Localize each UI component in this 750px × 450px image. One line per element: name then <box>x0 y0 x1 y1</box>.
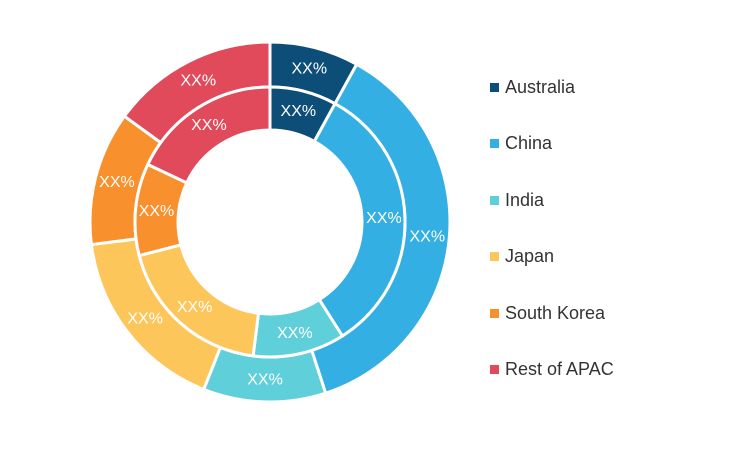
legend-label-china: China <box>505 133 553 154</box>
legend-label-india: India <box>505 189 545 210</box>
legend-swatch-china <box>490 139 499 149</box>
legend-swatch-australia <box>490 82 499 92</box>
chart-legend: Australia China India Japan South Korea … <box>490 72 614 412</box>
outer-ring-label-rest-of-apac: XX% <box>180 73 216 90</box>
legend-item-australia: Australia <box>490 72 614 102</box>
inner-ring-slice-china <box>312 101 407 339</box>
inner-ring-slice-rest-of-apac <box>145 85 272 185</box>
inner-ring-label-south-korea: XX% <box>139 203 175 220</box>
legend-swatch-rest-of-apac <box>490 365 499 375</box>
outer-ring-label-india: XX% <box>247 371 283 388</box>
outer-ring-label-japan: XX% <box>127 310 163 327</box>
legend-label-japan: Japan <box>505 246 555 267</box>
inner-ring-label-rest-of-apac: XX% <box>191 117 227 134</box>
legend-swatch-japan <box>490 252 499 262</box>
legend-swatch-south-korea <box>490 308 499 318</box>
inner-ring-label-china: XX% <box>366 210 402 227</box>
outer-ring-label-australia: XX% <box>292 60 328 77</box>
legend-label-australia: Australia <box>505 76 576 97</box>
inner-ring-label-india: XX% <box>277 325 313 342</box>
legend-label-south-korea: South Korea <box>505 302 606 323</box>
legend-item-india: India <box>490 185 614 215</box>
legend-item-south-korea: South Korea <box>490 298 614 328</box>
legend-item-japan: Japan <box>490 242 614 272</box>
legend-swatch-india <box>490 195 499 205</box>
outer-ring-label-south-korea: XX% <box>99 174 135 191</box>
inner-ring-label-japan: XX% <box>177 299 213 316</box>
inner-ring-label-australia: XX% <box>281 103 317 120</box>
outer-ring-label-china: XX% <box>410 228 446 245</box>
legend-item-rest-of-apac: Rest of APAC <box>490 355 614 385</box>
legend-item-china: China <box>490 129 614 159</box>
legend-label-rest-of-apac: Rest of APAC <box>505 359 614 380</box>
